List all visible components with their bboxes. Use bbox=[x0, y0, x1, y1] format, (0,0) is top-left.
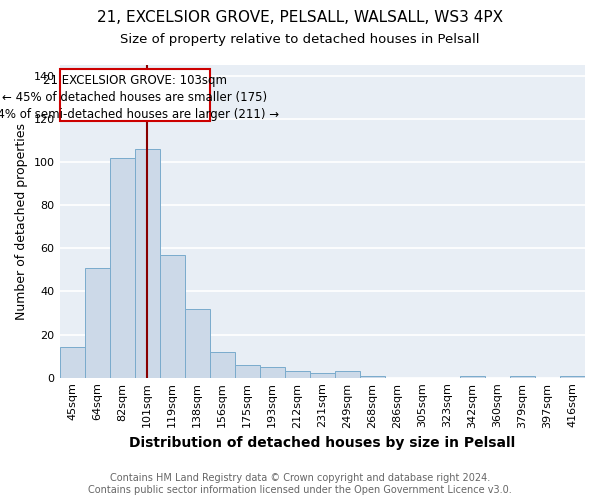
Text: Size of property relative to detached houses in Pelsall: Size of property relative to detached ho… bbox=[120, 32, 480, 46]
X-axis label: Distribution of detached houses by size in Pelsall: Distribution of detached houses by size … bbox=[129, 436, 515, 450]
Text: 21, EXCELSIOR GROVE, PELSALL, WALSALL, WS3 4PX: 21, EXCELSIOR GROVE, PELSALL, WALSALL, W… bbox=[97, 10, 503, 25]
Bar bbox=[285, 371, 310, 378]
Text: ← 45% of detached houses are smaller (175): ← 45% of detached houses are smaller (17… bbox=[2, 92, 267, 104]
Bar bbox=[110, 158, 134, 378]
Text: Contains HM Land Registry data © Crown copyright and database right 2024.
Contai: Contains HM Land Registry data © Crown c… bbox=[88, 474, 512, 495]
Bar bbox=[560, 376, 585, 378]
Bar bbox=[360, 376, 385, 378]
Bar bbox=[235, 364, 260, 378]
Text: 54% of semi-detached houses are larger (211) →: 54% of semi-detached houses are larger (… bbox=[0, 108, 279, 122]
Text: 21 EXCELSIOR GROVE: 103sqm: 21 EXCELSIOR GROVE: 103sqm bbox=[43, 74, 227, 87]
Bar bbox=[160, 255, 185, 378]
Bar bbox=[310, 374, 335, 378]
Y-axis label: Number of detached properties: Number of detached properties bbox=[15, 123, 28, 320]
Bar bbox=[59, 348, 85, 378]
Bar bbox=[85, 268, 110, 378]
Bar bbox=[460, 376, 485, 378]
Bar bbox=[335, 371, 360, 378]
Bar bbox=[185, 308, 209, 378]
Bar bbox=[510, 376, 535, 378]
Bar bbox=[260, 367, 285, 378]
Bar bbox=[134, 149, 160, 378]
FancyBboxPatch shape bbox=[59, 70, 209, 121]
Bar bbox=[209, 352, 235, 378]
